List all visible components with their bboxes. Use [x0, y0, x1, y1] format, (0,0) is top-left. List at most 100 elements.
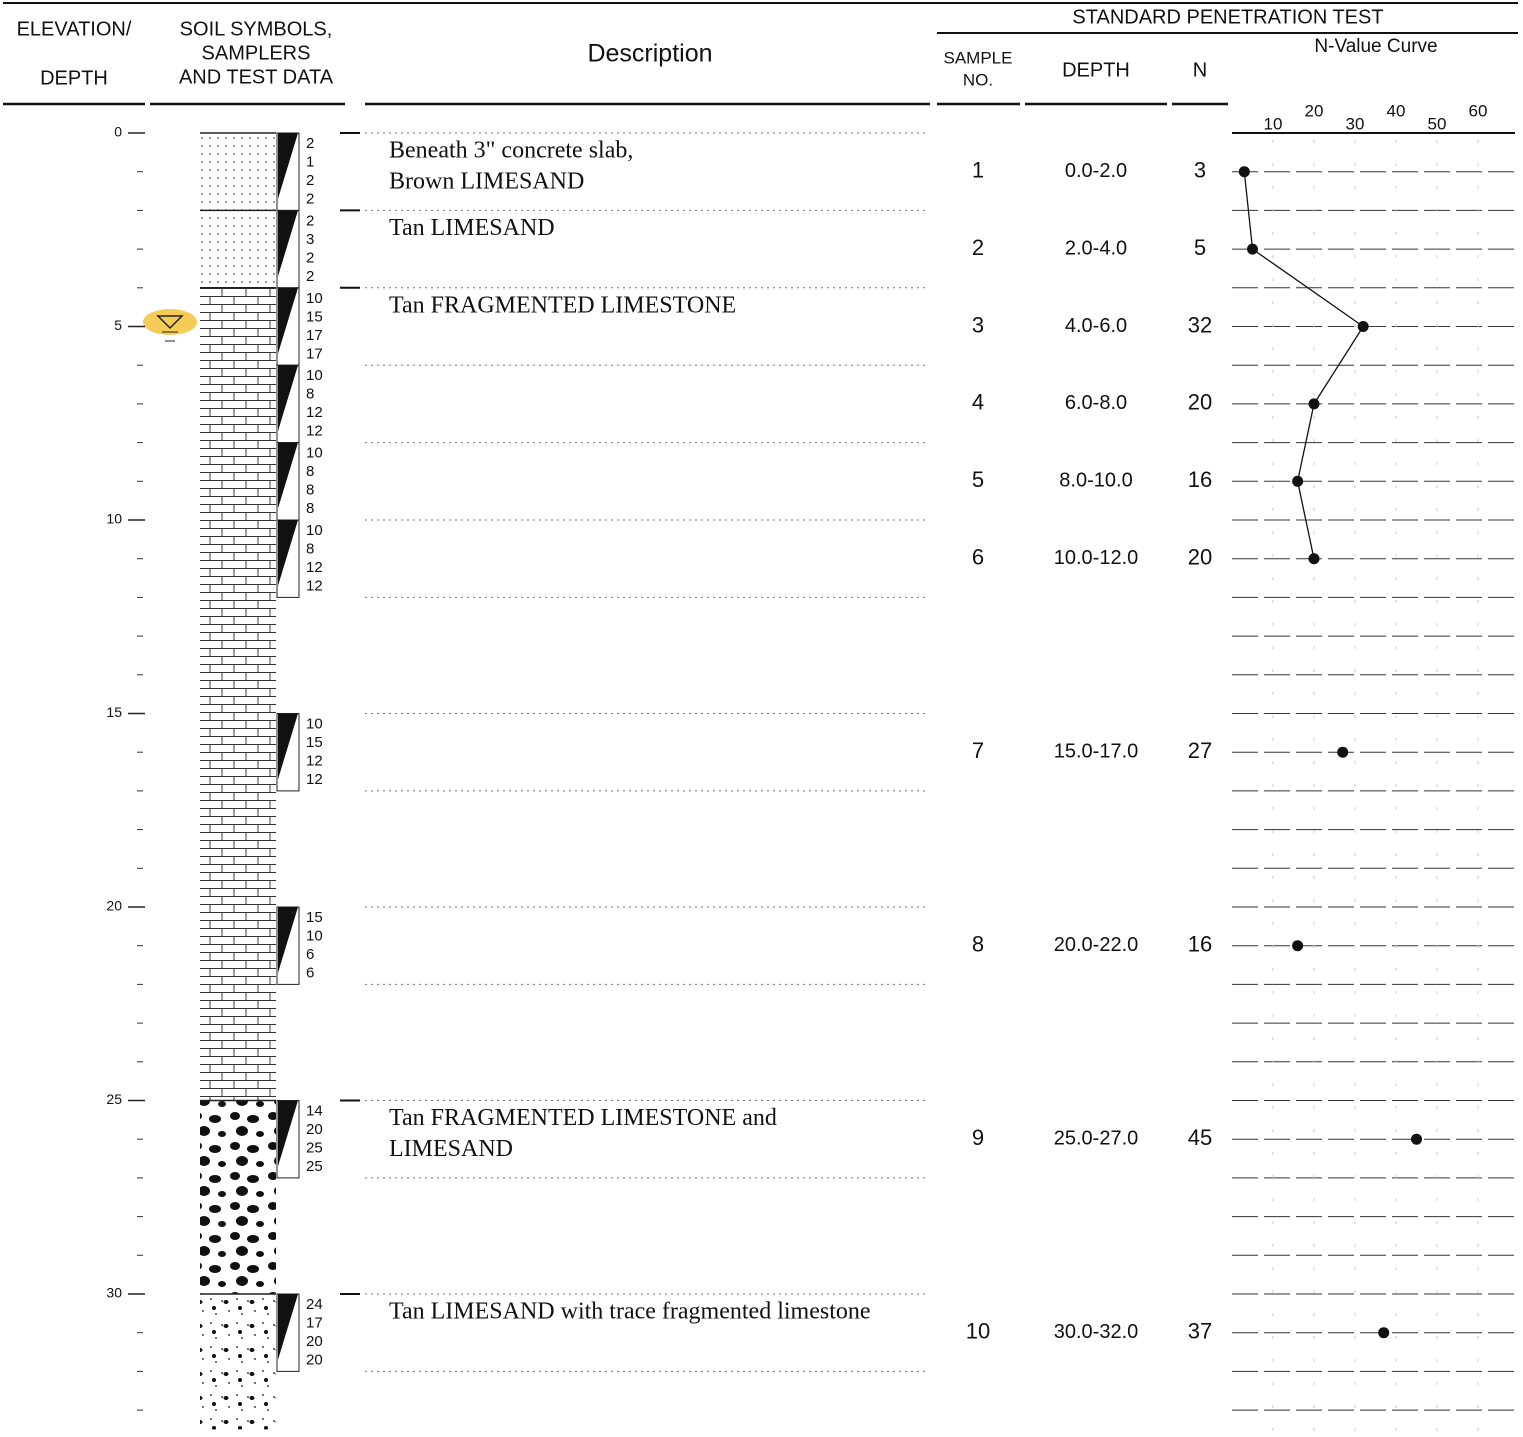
water-table-symbol	[143, 309, 197, 341]
header-description: Description	[587, 40, 712, 68]
header-n: N	[1193, 59, 1207, 81]
sample-no: 7	[972, 738, 984, 763]
sample-n: 32	[1188, 312, 1212, 337]
sample-no: 6	[972, 545, 984, 570]
header-sample-no: SAMPLE	[944, 48, 1013, 67]
sample-n: 16	[1188, 467, 1212, 492]
n-point	[1292, 476, 1303, 487]
n-axis-tick-label: 40	[1387, 101, 1406, 120]
blow-count: 2	[306, 268, 314, 285]
header-soil: AND TEST DATA	[179, 66, 334, 88]
sample-no: 3	[972, 312, 984, 337]
n-point	[1411, 1134, 1422, 1145]
stratum-description: Tan LIMESAND with trace fragmented limes…	[389, 1299, 871, 1325]
blow-count: 2	[306, 190, 314, 207]
n-axis-tick-label: 50	[1428, 114, 1447, 133]
blow-count: 8	[306, 540, 314, 557]
sample-depth: 15.0-17.0	[1054, 740, 1139, 762]
sample-no: 8	[972, 932, 984, 957]
blow-count: 10	[306, 715, 323, 732]
blow-count: 2	[306, 135, 314, 152]
blow-count: 2	[306, 249, 314, 266]
n-axis-tick-label: 60	[1469, 101, 1488, 120]
sample-n: 16	[1188, 932, 1212, 957]
sample-depth: 8.0-10.0	[1059, 470, 1132, 492]
depth-tick-label: 20	[106, 898, 122, 914]
stratum-description: Tan LIMESAND	[389, 215, 555, 241]
blow-count: 6	[306, 964, 314, 981]
sample-depth: 10.0-12.0	[1054, 547, 1139, 569]
depth-tick-label: 10	[106, 511, 122, 527]
sample-depth: 30.0-32.0	[1054, 1321, 1139, 1343]
blow-count: 17	[306, 327, 323, 344]
n-axis-tick-label: 30	[1346, 114, 1365, 133]
blow-count: 25	[306, 1139, 323, 1156]
depth-tick-label: 5	[114, 317, 122, 333]
blow-count: 15	[306, 308, 323, 325]
n-axis-tick-label: 20	[1305, 101, 1324, 120]
blow-count: 1	[306, 153, 314, 170]
sample-depth: 0.0-2.0	[1065, 160, 1127, 182]
depth-tick-label: 30	[106, 1285, 122, 1301]
blow-count: 12	[306, 404, 323, 421]
header-spt: STANDARD PENETRATION TEST	[1072, 6, 1383, 28]
blow-count: 2	[306, 212, 314, 229]
blow-count: 15	[306, 734, 323, 751]
n-axis-tick-label: 10	[1264, 114, 1283, 133]
blow-count: 10	[306, 290, 323, 307]
soil-symbol	[200, 1101, 276, 1295]
sample-depth: 20.0-22.0	[1054, 934, 1139, 956]
stratum-description: Beneath 3" concrete slab,	[389, 138, 633, 164]
blow-count: 20	[306, 1121, 323, 1138]
header-soil: SAMPLERS	[202, 42, 311, 64]
blow-count: 12	[306, 752, 323, 769]
blow-count: 12	[306, 423, 323, 440]
soil-symbol	[200, 288, 276, 1101]
sample-n: 27	[1188, 738, 1212, 763]
n-point	[1378, 1327, 1389, 1338]
stratum-description: Tan FRAGMENTED LIMESTONE and	[389, 1105, 777, 1131]
sample-n: 20	[1188, 545, 1212, 570]
blow-count: 12	[306, 577, 323, 594]
n-point	[1239, 166, 1250, 177]
depth-tick-label: 25	[106, 1091, 122, 1107]
stratum-description: Brown LIMESAND	[389, 169, 584, 195]
header-soil: SOIL SYMBOLS,	[180, 18, 333, 40]
stratum-description: LIMESAND	[389, 1136, 513, 1162]
blow-count: 25	[306, 1158, 323, 1175]
n-point	[1358, 321, 1369, 332]
blow-count: 12	[306, 771, 323, 788]
n-point	[1292, 940, 1303, 951]
sample-n: 3	[1194, 158, 1206, 183]
depth-tick-label: 0	[114, 124, 122, 140]
soil-symbol	[200, 1294, 276, 1429]
sample-n: 20	[1188, 390, 1212, 415]
header-sample-no: NO.	[963, 70, 993, 89]
blow-count: 8	[306, 463, 314, 480]
sample-no: 9	[972, 1125, 984, 1150]
stratum-description: Tan FRAGMENTED LIMESTONE	[389, 292, 736, 318]
blow-count: 20	[306, 1333, 323, 1350]
blow-count: 10	[306, 445, 323, 462]
blow-count: 10	[306, 522, 323, 539]
blow-count: 10	[306, 367, 323, 384]
sample-no: 2	[972, 235, 984, 260]
blow-count: 20	[306, 1351, 323, 1368]
n-point	[1309, 398, 1320, 409]
blow-count: 10	[306, 927, 323, 944]
blow-count: 12	[306, 559, 323, 576]
sample-n: 5	[1194, 235, 1206, 260]
blow-count: 17	[306, 1314, 323, 1331]
n-point	[1309, 553, 1320, 564]
n-point	[1247, 244, 1258, 255]
sample-depth: 4.0-6.0	[1065, 315, 1127, 337]
header-depth: DEPTH	[40, 67, 108, 89]
sample-no: 4	[972, 390, 984, 415]
page: { "header": { "elevation": "ELEVATION/",…	[0, 0, 1523, 1437]
header-spt-depth: DEPTH	[1062, 59, 1130, 81]
soil-symbol	[200, 133, 276, 210]
depth-tick-label: 15	[106, 704, 122, 720]
header-elevation: ELEVATION/	[17, 18, 132, 40]
blow-count: 14	[306, 1102, 323, 1119]
blow-count: 24	[306, 1296, 323, 1313]
